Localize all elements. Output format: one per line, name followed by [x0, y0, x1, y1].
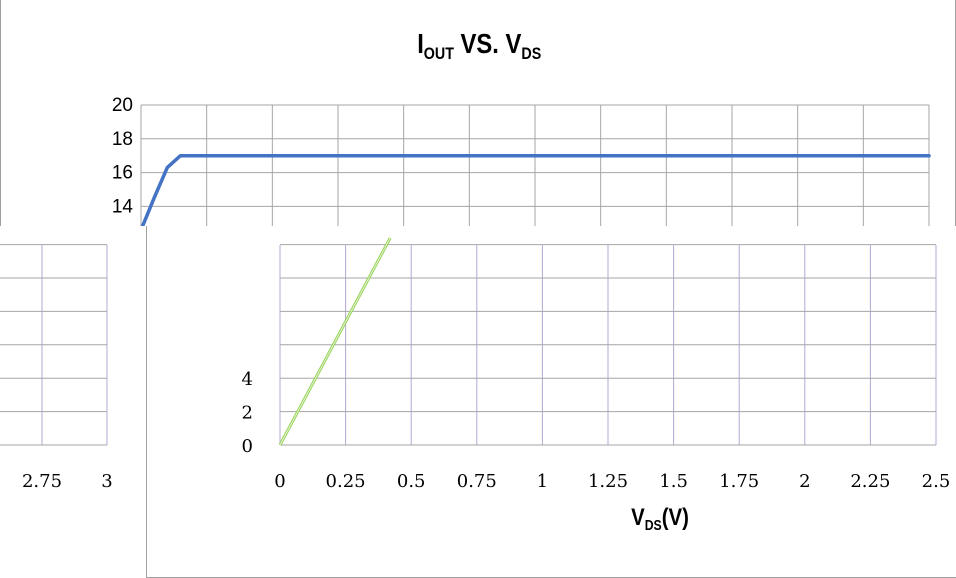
top-y-tick-label: 16 [112, 163, 133, 184]
br-x-tick-label: 0.5 [397, 471, 426, 492]
bottom-left-chart-svg: 2.75 3 [0, 244, 113, 492]
br-series-line-highlight [279, 237, 391, 446]
bl-x-tick-label: 2.75 [22, 471, 62, 492]
br-y-tick-label: 0 [242, 436, 253, 457]
chart-title: IOUT VS. VDS [417, 28, 542, 63]
bottom-left-chart-panel: 2.75 3 [0, 226, 140, 577]
top-y-tick-label: 18 [112, 129, 133, 150]
br-x-tick-label: 0 [274, 471, 285, 492]
br-y-tick-label: 2 [242, 403, 253, 424]
top-chart-panel: IOUT VS. VDS 20 18 16 14 [0, 0, 956, 226]
x-axis-label: VDS(V) [631, 504, 689, 535]
frame-left [0, 0, 1, 226]
top-y-tick-label: 14 [112, 196, 134, 217]
br-x-tick-label: 1 [537, 471, 548, 492]
bottom-right-chart-panel: 0 0.25 0.5 0.75 1 1.25 1.5 1.75 2 2.25 2.5 0 2 4 [146, 226, 956, 578]
br-x-tick-label: 1.75 [719, 471, 759, 492]
br-x-tick-label: 2.5 [922, 471, 951, 492]
br-x-tick-label: 1.5 [659, 471, 688, 492]
top-y-tick-label: 20 [112, 95, 133, 116]
br-x-tick-label: 0.75 [457, 471, 497, 492]
br-x-tick-label: 0.25 [326, 471, 366, 492]
top-chart-svg: 20 18 16 14 [112, 95, 931, 226]
top-series-line [140, 153, 931, 226]
br-y-tick-label: 4 [242, 369, 253, 390]
br-x-tick-label: 2 [799, 471, 810, 492]
bl-x-tick-label: 3 [101, 471, 112, 492]
br-x-tick-label: 2.25 [850, 471, 890, 492]
br-x-tick-label: 1.25 [588, 471, 628, 492]
bottom-right-chart-svg: 0 0.25 0.5 0.75 1 1.25 1.5 1.75 2 2.25 2.5 0 2 4 [242, 237, 951, 492]
